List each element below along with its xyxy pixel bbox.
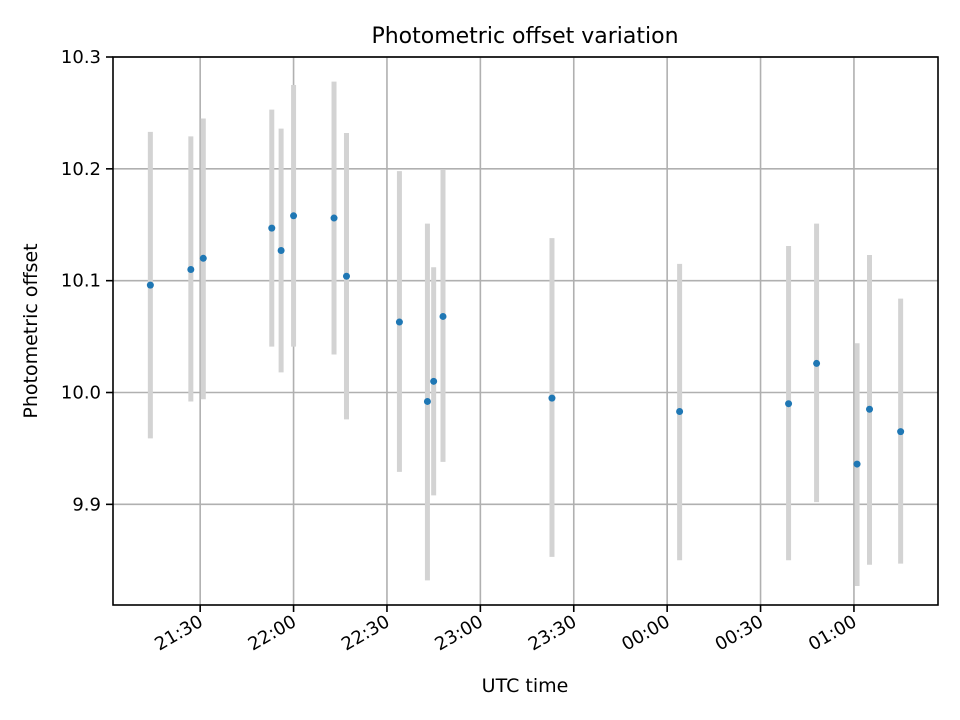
data-point [187,265,195,273]
y-tick-label: 10.0 [61,383,101,404]
y-tick-label: 10.3 [61,47,101,68]
y-axis-ticks: 9.9 10.0 10.1 10.2 10.3 [61,47,113,515]
error-bars [147,81,904,586]
data-point [395,318,403,326]
data-point [785,400,793,408]
data-point [548,394,556,402]
x-tick-label: 23:30 [525,611,580,655]
data-point [813,359,821,367]
data-point [897,428,905,436]
data-point [290,212,298,220]
x-axis-ticks: 21:30 22:00 22:30 23:00 23:30 00:00 00:30 01:00 [151,605,860,655]
data-point [866,405,874,413]
x-tick-label: 00:30 [712,611,767,655]
data-point [277,246,285,254]
y-tick-label: 10.1 [61,271,101,292]
x-tick-label: 01:00 [805,611,860,655]
x-tick-label: 21:30 [151,611,206,655]
x-axis-label: UTC time [482,675,569,697]
data-point [439,312,447,320]
data-point [268,224,276,232]
x-tick-label: 22:00 [245,611,300,655]
plot-frame [112,56,939,606]
data-point [853,460,861,468]
y-tick-label: 9.9 [72,494,101,515]
chart-title: Photometric offset variation [371,24,678,49]
x-tick-label: 00:00 [618,611,673,655]
x-tick-label: 22:30 [338,611,393,655]
y-tick-label: 10.2 [61,159,101,180]
data-point [676,408,684,416]
data-point [423,397,431,405]
data-point [430,377,438,385]
x-tick-label: 23:00 [431,611,486,655]
data-point [342,272,350,280]
data-point [199,254,207,262]
data-points [146,212,905,468]
data-point [330,214,338,222]
y-axis-label: Photometric offset [20,243,42,418]
data-point [146,281,154,289]
